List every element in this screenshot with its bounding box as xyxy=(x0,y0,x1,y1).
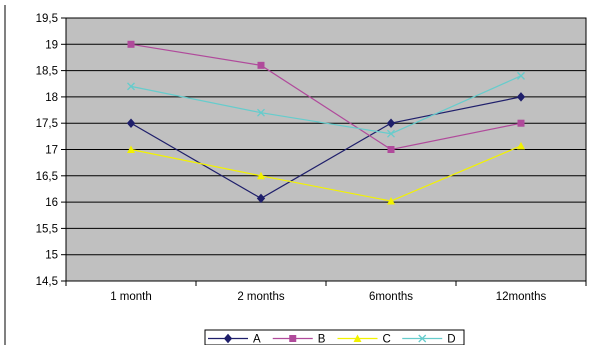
legend-marker-b xyxy=(289,335,297,342)
x-tick-label: 12months xyxy=(496,291,547,303)
data-point-b xyxy=(127,40,135,48)
legend-entry-b: B xyxy=(272,334,326,345)
series-line-b xyxy=(130,43,522,151)
legend-marker-c xyxy=(353,334,362,342)
data-point-a xyxy=(516,92,526,102)
y-tick-label: 15,5 xyxy=(36,223,58,235)
data-point-a xyxy=(126,118,136,128)
data-point-c xyxy=(387,197,395,205)
y-tick-label: 17,5 xyxy=(36,118,58,130)
legend-entry-d: D xyxy=(402,334,456,345)
data-point-a xyxy=(256,193,266,204)
data-point-a xyxy=(386,118,396,128)
y-tick-label: 18 xyxy=(45,92,58,104)
series-line-d xyxy=(130,75,522,135)
y-tick-label: 14,5 xyxy=(36,276,58,288)
y-axis: 19,5 19 18,5 18 17,5 17 16,5 16 15,5 15 14,5 xyxy=(36,13,66,288)
data-point-b xyxy=(517,119,525,127)
series-a xyxy=(126,92,526,204)
legend-box xyxy=(204,329,465,345)
x-tick-label: 6months xyxy=(369,291,413,303)
data-point-d xyxy=(127,82,135,91)
data-point-b xyxy=(257,61,265,69)
data-point-d xyxy=(387,129,395,138)
legend-entry-c: C xyxy=(337,334,391,345)
legend-entry-a: A xyxy=(208,334,261,345)
series-d xyxy=(127,71,525,138)
series-b xyxy=(127,40,525,153)
data-point-d xyxy=(257,108,265,117)
legend-label: D xyxy=(447,334,455,345)
series-group xyxy=(126,40,526,205)
x-tick-label: 2 months xyxy=(237,291,285,303)
x-tick-label: 1 month xyxy=(110,291,152,303)
x-axis: 1 month 2 months 6months 12months xyxy=(65,281,587,303)
legend-label: A xyxy=(253,334,261,345)
y-tick-label: 19 xyxy=(45,39,58,51)
y-tick-label: 15 xyxy=(45,250,58,262)
series-line-c xyxy=(130,145,522,202)
y-tick-label: 16 xyxy=(45,197,58,209)
y-tick-label: 19,5 xyxy=(36,13,58,25)
y-tick-label: 18,5 xyxy=(36,66,58,78)
legend: A B C D xyxy=(204,329,465,345)
y-tick-label: 17 xyxy=(45,145,58,157)
data-point-c xyxy=(257,171,265,180)
legend-label: C xyxy=(383,334,391,345)
data-point-b xyxy=(387,146,395,153)
legend-marker-a xyxy=(223,333,233,344)
y-tick-label: 16,5 xyxy=(36,171,58,183)
series-c xyxy=(127,141,525,205)
data-point-d xyxy=(517,71,525,80)
legend-label: B xyxy=(318,334,326,345)
data-point-c xyxy=(127,145,135,153)
legend-marker-d xyxy=(418,334,427,343)
series-line-a xyxy=(130,96,522,200)
data-point-c xyxy=(517,141,525,150)
